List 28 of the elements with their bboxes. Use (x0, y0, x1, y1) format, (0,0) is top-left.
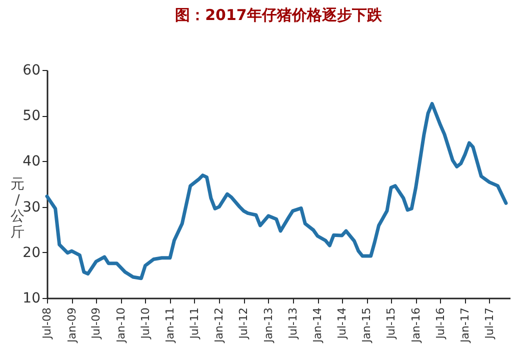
x-tick-label: Jan-09 (65, 308, 78, 344)
x-tick-label: Jul-11 (188, 308, 201, 340)
x-tick-label: Jul-14 (335, 308, 348, 340)
y-tick-label: 30 (22, 199, 40, 216)
x-tick-label: Jan-11 (164, 308, 177, 344)
x-tick-label: Jul-12 (237, 308, 250, 340)
x-tick-label: Jul-08 (40, 308, 54, 340)
x-tick-label: Jan-15 (360, 308, 374, 344)
line-series (45, 102, 508, 280)
x-tick-label: Jul-09 (90, 308, 103, 340)
y-tick-label: 20 (22, 244, 40, 261)
y-tick-label: 10 (22, 290, 40, 306)
x-tick-label: Jan-14 (311, 308, 324, 344)
y-axis-title: 元/公斤 (10, 176, 24, 240)
x-tick-label: Jul-17 (482, 308, 496, 340)
x-tick-label: Jul-16 (434, 308, 447, 340)
x-tick-label: Jul-13 (286, 308, 300, 340)
chart-title: 图：2017年仔猪价格逐步下跌 (175, 6, 383, 24)
x-tick-label: Jul-15 (384, 308, 398, 340)
y-tick-label: 50 (22, 108, 40, 124)
x-tick-label: Jul-10 (138, 308, 152, 340)
y-tick-label: 40 (22, 154, 40, 170)
x-tick-label: Jan-10 (114, 308, 128, 344)
x-tick-label: Jan-12 (212, 308, 226, 344)
x-tick-label: Jan-16 (409, 308, 422, 344)
x-tick-label: Jan-17 (458, 308, 472, 344)
x-tick-label: Jan-13 (262, 308, 275, 344)
y-tick-label: 60 (22, 62, 40, 78)
